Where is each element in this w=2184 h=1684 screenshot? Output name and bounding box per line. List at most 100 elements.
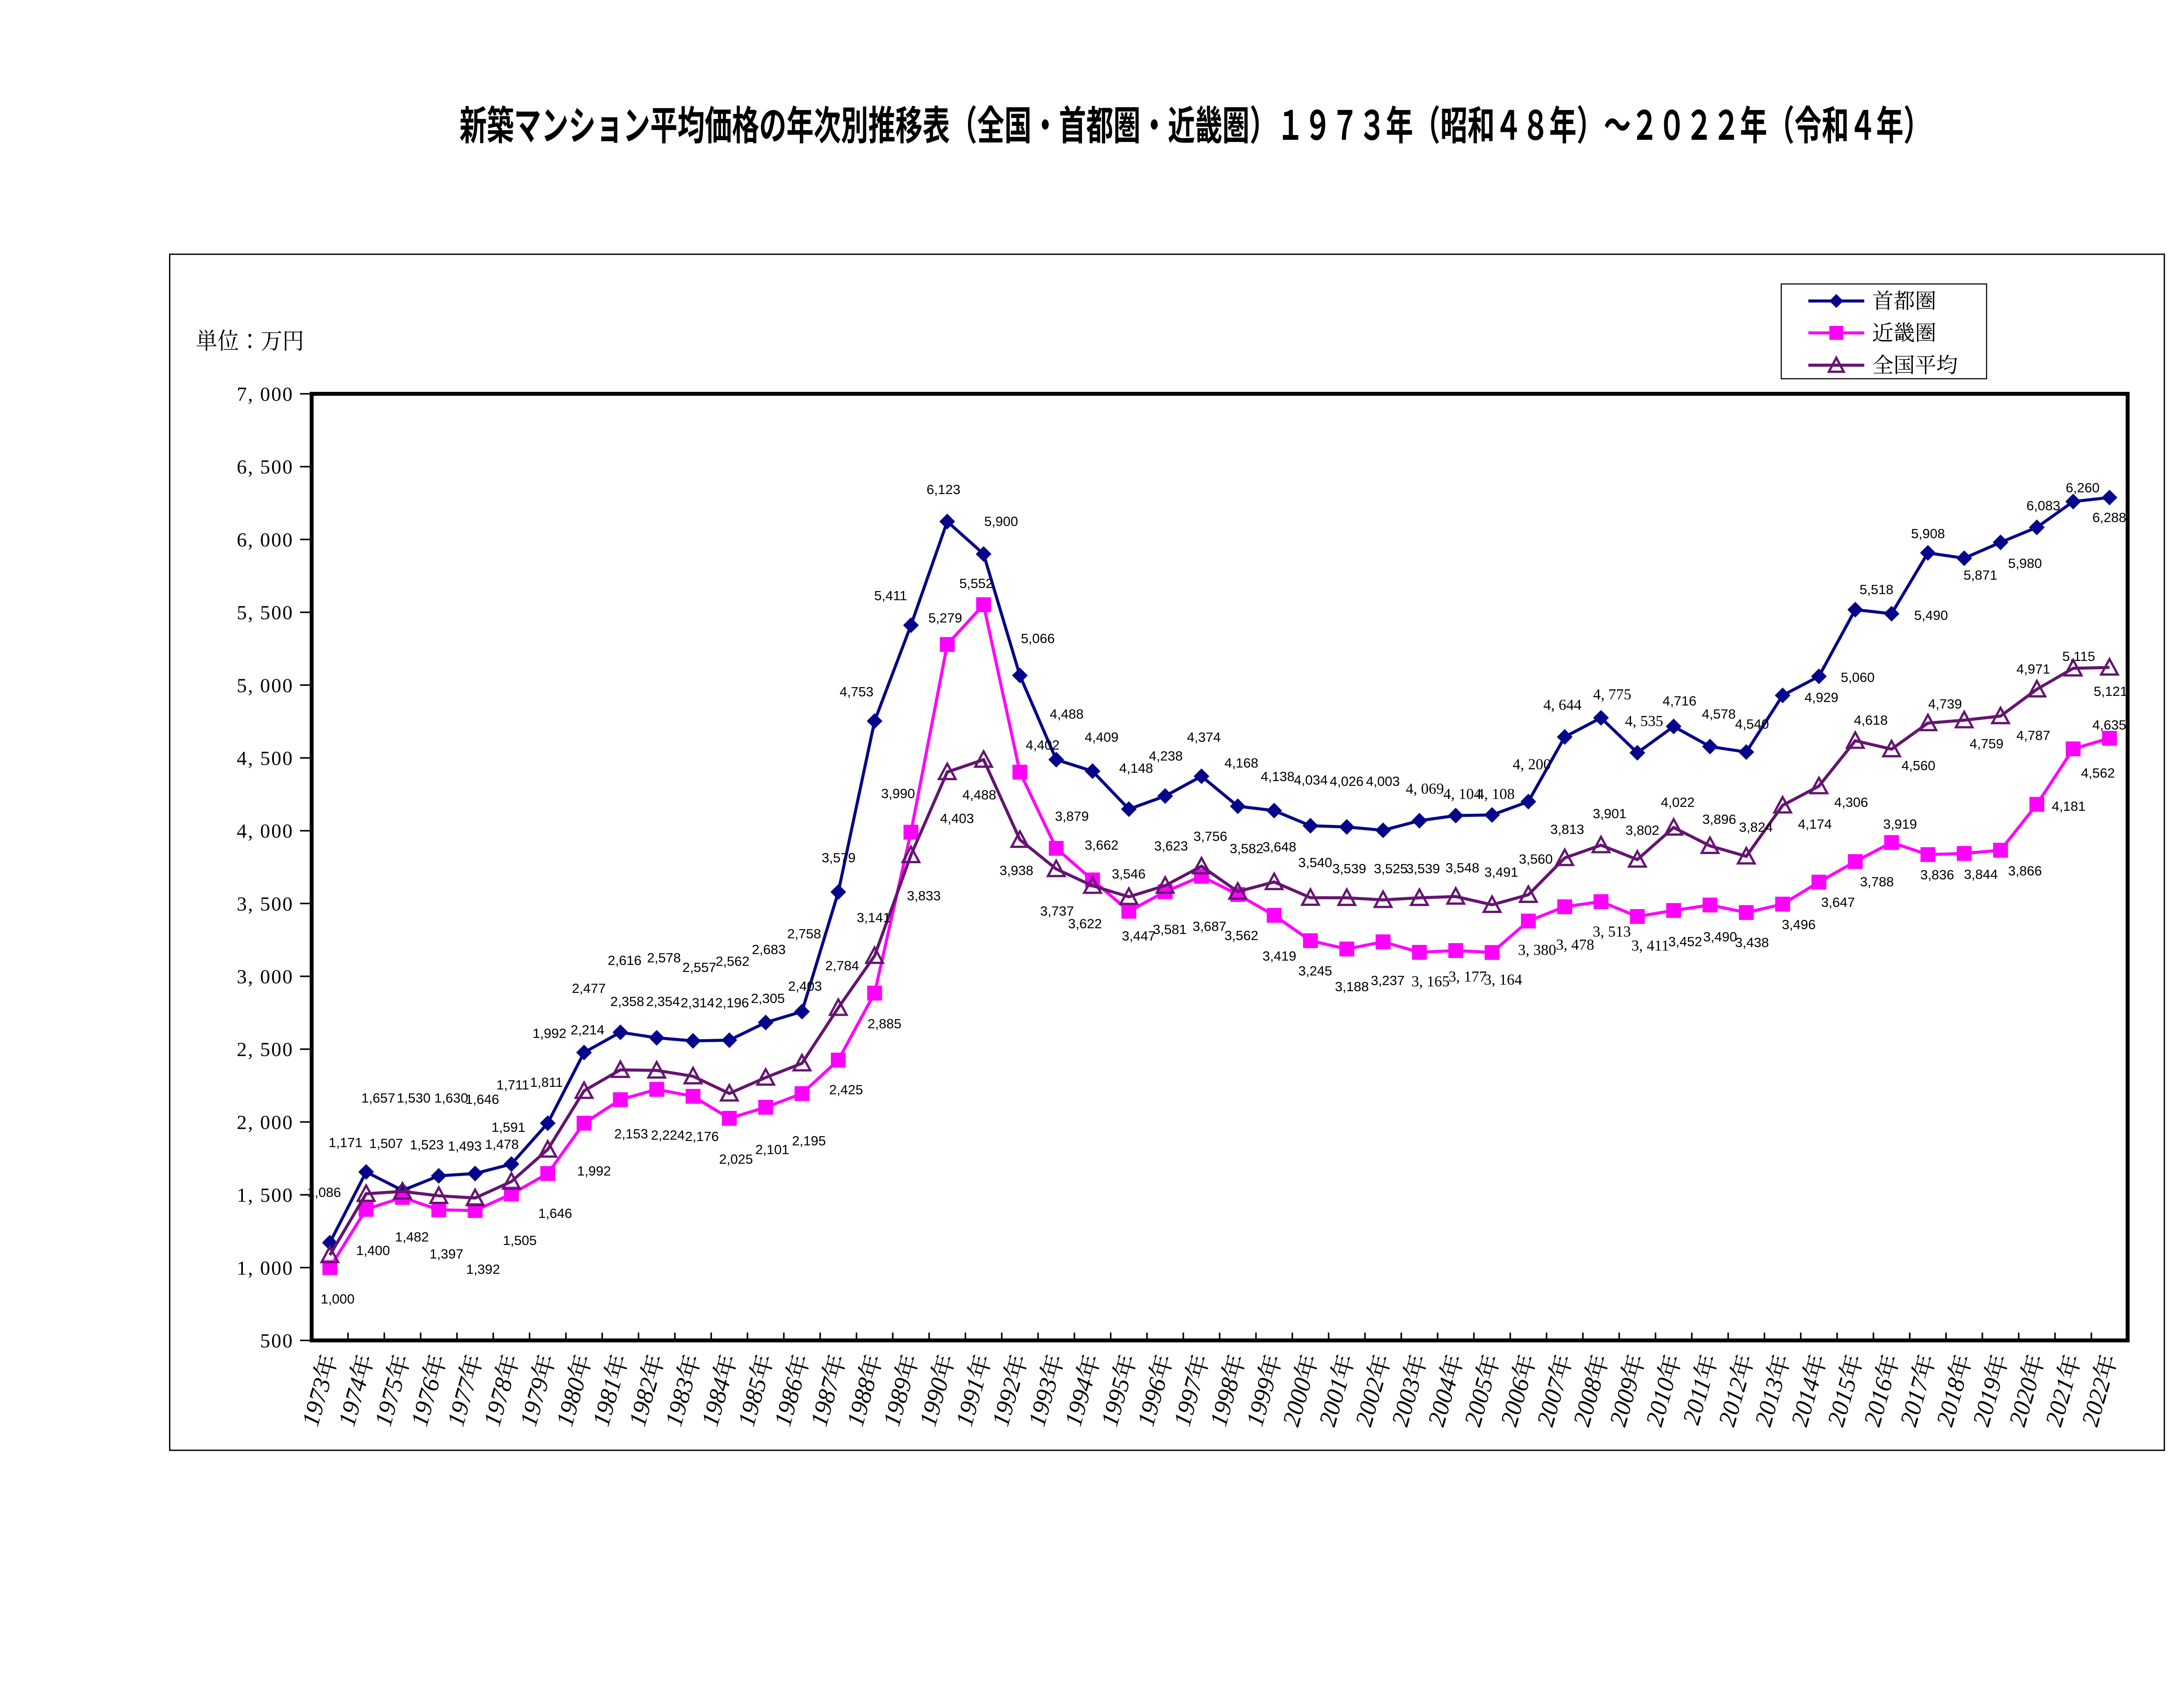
svg-text:4,618: 4,618 [1854,712,1888,728]
svg-text:3,539: 3,539 [1406,861,1440,876]
svg-text:5,900: 5,900 [984,514,1018,529]
svg-text:1,507: 1,507 [369,1136,403,1151]
svg-text:3, 411: 3, 411 [1631,937,1669,954]
svg-text:5,908: 5,908 [1911,526,1945,541]
svg-text:3, 513: 3, 513 [1593,923,1631,940]
svg-text:2,557: 2,557 [682,960,716,975]
svg-text:4,578: 4,578 [1702,706,1736,722]
svg-text:4,739: 4,739 [1928,696,1962,712]
svg-text:3,539: 3,539 [1332,861,1366,876]
svg-text:3,496: 3,496 [1782,917,1816,932]
svg-text:3,447: 3,447 [1122,928,1156,944]
svg-text:2,885: 2,885 [867,1016,902,1031]
svg-text:4, 104: 4, 104 [1443,785,1482,802]
svg-text:6,260: 6,260 [2066,480,2100,495]
svg-text:4,403: 4,403 [940,811,974,826]
svg-text:4, 644: 4, 644 [1543,696,1582,713]
svg-text:3,662: 3,662 [1085,837,1119,853]
svg-text:1,397: 1,397 [429,1246,463,1262]
svg-text:2,196: 2,196 [715,995,749,1010]
svg-text:1,171: 1,171 [328,1135,363,1150]
svg-text:3,622: 3,622 [1068,916,1102,931]
svg-text:5,279: 5,279 [928,610,962,626]
svg-text:3,579: 3,579 [822,850,856,865]
svg-text:4,374: 4,374 [1187,730,1221,745]
svg-text:3,188: 3,188 [1335,979,1369,994]
svg-text:1,523: 1,523 [410,1137,444,1152]
svg-text:2,176: 2,176 [685,1129,719,1144]
svg-text:3,540: 3,540 [1298,855,1332,870]
svg-text:2, 500: 2, 500 [237,1038,294,1061]
svg-text:2,224: 2,224 [651,1127,685,1143]
svg-text:1,530: 1,530 [397,1090,431,1106]
svg-text:4,022: 4,022 [1661,795,1695,810]
svg-text:4, 200: 4, 200 [1513,756,1551,773]
svg-text:3,141: 3,141 [857,910,891,925]
svg-text:6, 500: 6, 500 [237,456,294,478]
svg-text:3,237: 3,237 [1371,973,1405,988]
svg-text:3,879: 3,879 [1055,809,1089,824]
svg-text:1,482: 1,482 [395,1229,429,1245]
svg-text:2,477: 2,477 [572,981,606,996]
svg-text:3,452: 3,452 [1668,934,1702,949]
svg-text:6, 000: 6, 000 [237,529,294,551]
svg-text:4,409: 4,409 [1085,730,1119,745]
svg-text:3,901: 3,901 [1593,806,1627,821]
svg-text:3,525: 3,525 [1374,861,1408,876]
svg-text:4, 069: 4, 069 [1406,780,1444,797]
svg-text:4,148: 4,148 [1119,761,1153,776]
svg-text:4,238: 4,238 [1149,748,1183,764]
svg-text:3,866: 3,866 [2008,863,2042,878]
svg-text:4,003: 4,003 [1366,774,1400,789]
svg-text:6,083: 6,083 [2026,498,2060,513]
svg-text:5,121: 5,121 [2094,684,2128,699]
svg-text:4,716: 4,716 [1662,693,1697,709]
svg-text:5,060: 5,060 [1841,670,1875,685]
svg-text:5,518: 5,518 [1859,582,1894,597]
svg-text:3,562: 3,562 [1224,928,1258,943]
svg-text:1,478: 1,478 [485,1137,519,1152]
svg-text:2,025: 2,025 [719,1151,753,1167]
svg-text:3,623: 3,623 [1154,838,1188,854]
svg-text:2, 000: 2, 000 [237,1111,294,1133]
svg-text:4,753: 4,753 [840,684,874,699]
svg-text:3,490: 3,490 [1703,929,1737,944]
svg-text:4,759: 4,759 [1970,736,2004,751]
svg-text:7, 000: 7, 000 [237,383,294,405]
svg-text:2,195: 2,195 [792,1133,826,1148]
svg-text:2,214: 2,214 [570,1022,605,1037]
svg-text:3,756: 3,756 [1193,829,1227,844]
svg-text:3,687: 3,687 [1192,919,1227,934]
svg-text:1,086: 1,086 [307,1185,341,1200]
svg-text:4,168: 4,168 [1224,755,1258,771]
svg-text:4, 775: 4, 775 [1593,686,1631,703]
svg-text:3,737: 3,737 [1040,903,1074,919]
svg-text:3,813: 3,813 [1550,822,1584,837]
svg-text:4,181: 4,181 [2052,799,2086,814]
svg-text:4,560: 4,560 [1901,758,1935,773]
svg-text:5, 500: 5, 500 [237,602,294,624]
svg-text:4,402: 4,402 [1026,737,1060,753]
svg-text:4,540: 4,540 [1735,716,1769,732]
svg-text:4,026: 4,026 [1330,774,1364,789]
svg-text:2,683: 2,683 [752,942,786,957]
svg-text:3,581: 3,581 [1153,922,1187,937]
svg-text:5,115: 5,115 [2062,649,2095,664]
svg-text:5,552: 5,552 [959,576,993,591]
svg-text:1,646: 1,646 [538,1206,572,1221]
svg-text:4, 500: 4, 500 [237,747,294,769]
svg-text:2,314: 2,314 [681,995,715,1010]
svg-text:5,490: 5,490 [1914,608,1948,623]
svg-text:2,758: 2,758 [787,926,821,941]
svg-text:2,305: 2,305 [751,991,785,1006]
svg-text:1,591: 1,591 [491,1120,525,1135]
svg-text:3,919: 3,919 [1883,816,1917,832]
svg-text:3,802: 3,802 [1625,823,1659,838]
svg-text:2,562: 2,562 [715,954,750,969]
svg-text:500: 500 [260,1330,294,1352]
svg-text:3,560: 3,560 [1519,851,1553,867]
svg-text:3,990: 3,990 [881,786,915,801]
svg-text:3,582: 3,582 [1230,841,1264,856]
svg-text:2,153: 2,153 [614,1126,648,1141]
svg-text:4, 000: 4, 000 [237,820,294,842]
